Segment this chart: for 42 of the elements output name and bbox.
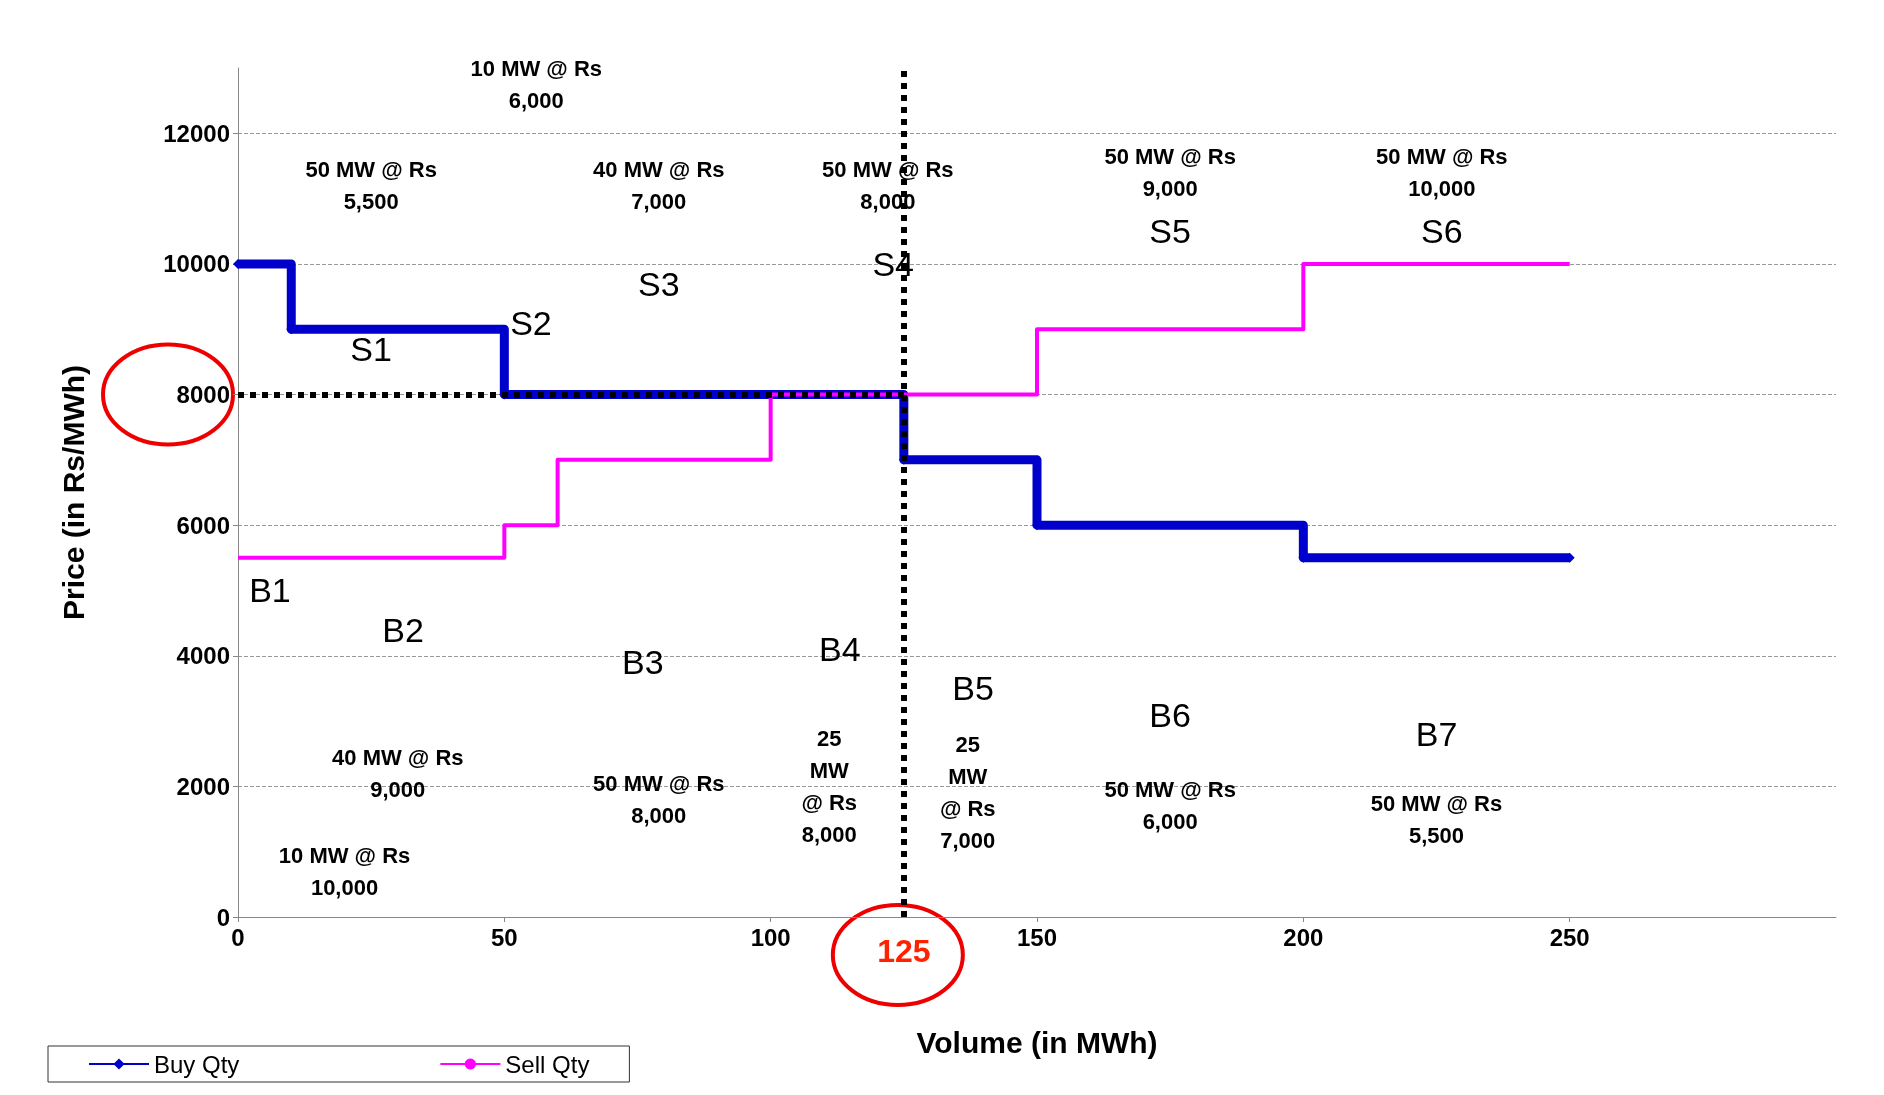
annotation: S3 xyxy=(638,264,680,303)
annotation: S6 xyxy=(1421,212,1463,251)
annotation: S4 xyxy=(872,244,914,283)
annotation: 50 MW @ Rs 5,500 xyxy=(1370,790,1503,848)
annotation: 50 MW @ Rs 5,500 xyxy=(305,157,437,215)
y-tick-label: 2000 xyxy=(176,772,230,800)
x-axis-title: Volume (in MWh) xyxy=(916,1025,1158,1059)
annotation: B3 xyxy=(622,643,664,682)
y-tick-label: 0 xyxy=(216,903,230,931)
y-tick-label: 8000 xyxy=(176,381,230,409)
legend-label: Sell Qty xyxy=(505,1050,590,1078)
annotation: S2 xyxy=(510,303,552,342)
annotation: 25 MW @ Rs 7,000 xyxy=(939,732,996,854)
annotation: 50 MW @ Rs 10,000 xyxy=(1376,143,1508,201)
annotation: B5 xyxy=(952,669,994,708)
annotation: S5 xyxy=(1149,212,1191,251)
annotation: B4 xyxy=(819,630,861,669)
annotation: 50 MW @ Rs 9,000 xyxy=(1104,143,1236,201)
annotation: 25 MW @ Rs 8,000 xyxy=(801,725,858,847)
y-tick-label: 4000 xyxy=(176,642,230,670)
y-tick-label: 12000 xyxy=(163,119,230,147)
x-tick-label: 150 xyxy=(1016,923,1058,951)
x-tick-label: 100 xyxy=(750,923,791,951)
annotation: 40 MW @ Rs 9,000 xyxy=(332,744,464,802)
annotation: B7 xyxy=(1415,715,1458,754)
annotation: B1 xyxy=(249,571,291,610)
x-tick-label: 200 xyxy=(1283,923,1324,951)
y-tick-label: 6000 xyxy=(176,511,230,539)
annotation: 40 MW @ Rs 7,000 xyxy=(593,157,725,215)
y-axis-title: Price (in Rs/MWh) xyxy=(56,364,90,621)
annotation: 10 MW @ Rs 6,000 xyxy=(470,55,603,113)
annotation: S1 xyxy=(350,329,392,368)
annotation: B6 xyxy=(1149,695,1191,734)
annotation: B2 xyxy=(382,610,424,649)
y-tick-label: 10000 xyxy=(163,250,230,278)
ref-line-label: 125 xyxy=(877,933,931,969)
annotation: 50 MW @ Rs 8,000 xyxy=(593,770,725,828)
x-tick-label: 250 xyxy=(1549,923,1590,951)
annotation: 50 MW @ Rs 6,000 xyxy=(1104,777,1236,835)
x-tick-label: 50 xyxy=(490,923,518,951)
legend-label: Buy Qty xyxy=(154,1050,240,1078)
annotation: 10 MW @ Rs 10,000 xyxy=(278,842,411,900)
